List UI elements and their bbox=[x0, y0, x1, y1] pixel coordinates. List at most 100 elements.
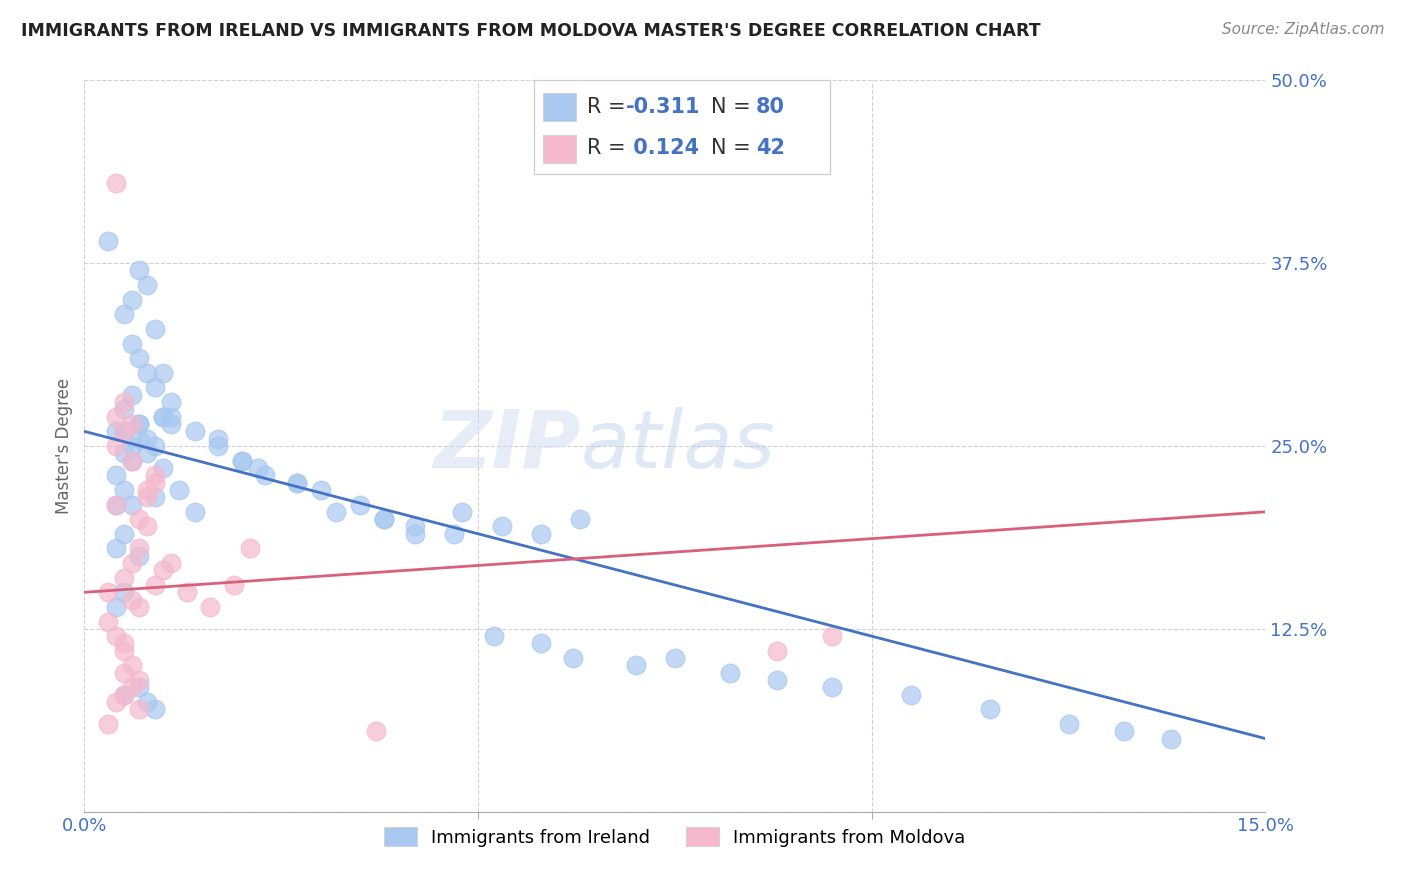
Point bbox=[207, 439, 229, 453]
Point bbox=[143, 322, 166, 336]
Point bbox=[104, 409, 127, 424]
Point bbox=[561, 651, 583, 665]
Point bbox=[530, 526, 553, 541]
Point bbox=[821, 681, 844, 695]
Point bbox=[112, 585, 135, 599]
Point bbox=[104, 176, 127, 190]
Point bbox=[128, 549, 150, 563]
Point bbox=[152, 409, 174, 424]
Point bbox=[664, 651, 686, 665]
Point bbox=[160, 395, 183, 409]
Point bbox=[112, 483, 135, 497]
Point bbox=[200, 599, 222, 614]
Text: 42: 42 bbox=[756, 137, 785, 158]
Point bbox=[97, 585, 120, 599]
Point bbox=[136, 278, 159, 293]
Point bbox=[718, 665, 741, 680]
Point bbox=[231, 453, 253, 467]
Text: IMMIGRANTS FROM IRELAND VS IMMIGRANTS FROM MOLDOVA MASTER'S DEGREE CORRELATION C: IMMIGRANTS FROM IRELAND VS IMMIGRANTS FR… bbox=[21, 22, 1040, 40]
Legend: Immigrants from Ireland, Immigrants from Moldova: Immigrants from Ireland, Immigrants from… bbox=[377, 820, 973, 854]
Point bbox=[624, 658, 647, 673]
Point bbox=[136, 490, 159, 504]
Point bbox=[104, 541, 127, 556]
Point bbox=[285, 475, 308, 490]
Text: R =: R = bbox=[588, 96, 633, 117]
Point bbox=[451, 505, 474, 519]
Point bbox=[128, 417, 150, 431]
Point bbox=[160, 417, 183, 431]
Point bbox=[112, 636, 135, 650]
Point bbox=[121, 293, 143, 307]
Point bbox=[979, 702, 1001, 716]
Point bbox=[143, 439, 166, 453]
Point bbox=[128, 512, 150, 526]
Point bbox=[121, 681, 143, 695]
Point bbox=[128, 681, 150, 695]
Point bbox=[112, 571, 135, 585]
Point bbox=[112, 307, 135, 321]
Point bbox=[112, 446, 135, 460]
Point bbox=[766, 673, 789, 687]
Point bbox=[128, 417, 150, 431]
Point bbox=[136, 695, 159, 709]
Point bbox=[112, 688, 135, 702]
Point bbox=[121, 453, 143, 467]
Point bbox=[121, 388, 143, 402]
Point bbox=[143, 475, 166, 490]
Point bbox=[136, 432, 159, 446]
Point bbox=[152, 563, 174, 577]
Text: atlas: atlas bbox=[581, 407, 775, 485]
Point bbox=[128, 673, 150, 687]
Point bbox=[104, 599, 127, 614]
Point bbox=[121, 453, 143, 467]
Point bbox=[136, 446, 159, 460]
Point bbox=[104, 439, 127, 453]
Point bbox=[900, 688, 922, 702]
Point bbox=[143, 702, 166, 716]
Point bbox=[121, 417, 143, 431]
Point bbox=[569, 512, 592, 526]
Point bbox=[143, 578, 166, 592]
Point bbox=[404, 526, 426, 541]
Point bbox=[112, 665, 135, 680]
Point bbox=[104, 695, 127, 709]
Point bbox=[104, 629, 127, 643]
Point bbox=[121, 658, 143, 673]
FancyBboxPatch shape bbox=[543, 94, 575, 121]
Point bbox=[160, 409, 183, 424]
Point bbox=[97, 717, 120, 731]
Point bbox=[176, 585, 198, 599]
Point bbox=[246, 461, 269, 475]
Point bbox=[128, 599, 150, 614]
Point bbox=[112, 526, 135, 541]
Point bbox=[183, 425, 205, 439]
Point bbox=[152, 366, 174, 380]
Point bbox=[104, 498, 127, 512]
Point bbox=[254, 468, 277, 483]
Text: 0.124: 0.124 bbox=[626, 137, 699, 158]
Point bbox=[143, 490, 166, 504]
Point bbox=[128, 541, 150, 556]
Point bbox=[112, 688, 135, 702]
Point bbox=[167, 483, 190, 497]
Point bbox=[121, 336, 143, 351]
Point bbox=[143, 380, 166, 394]
Point bbox=[121, 592, 143, 607]
Point bbox=[104, 425, 127, 439]
Point bbox=[183, 505, 205, 519]
Point bbox=[491, 519, 513, 533]
Point bbox=[136, 519, 159, 533]
Point bbox=[143, 468, 166, 483]
Text: -0.311: -0.311 bbox=[626, 96, 700, 117]
Point bbox=[239, 541, 262, 556]
Point bbox=[121, 498, 143, 512]
FancyBboxPatch shape bbox=[543, 135, 575, 162]
Point bbox=[349, 498, 371, 512]
Point bbox=[1112, 724, 1135, 739]
Point bbox=[285, 475, 308, 490]
Point bbox=[309, 483, 332, 497]
Point bbox=[128, 351, 150, 366]
Text: 80: 80 bbox=[756, 96, 785, 117]
Point bbox=[97, 615, 120, 629]
Point bbox=[121, 556, 143, 570]
